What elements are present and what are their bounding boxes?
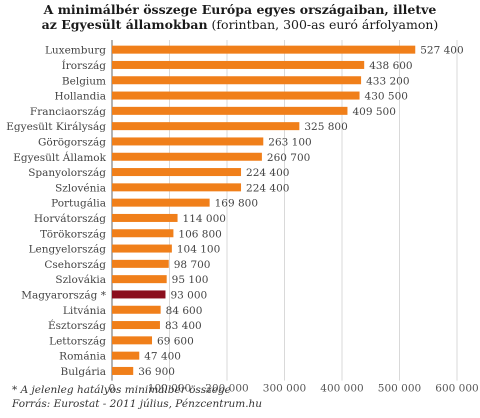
chart-title: A minimálbér összege Európa egyes ország… [0, 2, 480, 32]
title-line-2-normal: (forintban, 300-as euró árfolyamon) [207, 17, 439, 32]
value-label: 325 800 [304, 121, 347, 133]
value-label: 95 100 [172, 274, 209, 286]
title-line-2-bold: az Egyesült államokban [41, 17, 208, 32]
category-label: Bulgária [61, 366, 106, 378]
category-label: Csehország [44, 259, 106, 271]
category-label: Egyesült Államok [13, 150, 106, 164]
x-tick-label: 100 000 [148, 383, 191, 395]
bar [112, 229, 174, 238]
category-label: Lettország [49, 335, 106, 347]
bar [112, 336, 153, 345]
bar [112, 76, 362, 85]
value-label: 69 600 [157, 335, 194, 347]
x-tick-label: 0 [109, 383, 116, 395]
value-label: 438 600 [369, 60, 412, 72]
value-label: 93 000 [170, 289, 207, 301]
value-label: 104 100 [177, 244, 220, 256]
bar [112, 137, 264, 146]
bar [112, 198, 210, 207]
category-label: Horvátország [34, 213, 106, 225]
category-label: Románia [59, 351, 106, 363]
bar [112, 290, 166, 299]
x-tick-label: 300 000 [263, 383, 306, 395]
category-label: Portugália [51, 198, 106, 210]
bar [112, 366, 134, 375]
bar [112, 351, 140, 360]
value-label: 224 400 [246, 182, 289, 194]
x-tick-label: 500 000 [378, 383, 421, 395]
value-label: 83 400 [165, 320, 202, 332]
category-label: Egyesült Királyság [6, 121, 106, 133]
category-label: Magyarország * [21, 289, 107, 301]
value-label: 84 600 [166, 305, 203, 317]
category-label: Litvánia [63, 305, 106, 317]
title-line-1: A minimálbér összege Európa egyes ország… [43, 2, 437, 17]
footnote-note: * A jelenleg hatályos minimálbér összege [12, 384, 231, 396]
bar [112, 106, 348, 115]
bar [112, 91, 360, 100]
value-label: 260 700 [267, 152, 310, 164]
value-label: 430 500 [365, 91, 408, 103]
bar [112, 60, 365, 69]
category-label: Görögország [38, 136, 106, 148]
category-label: Szlovákia [55, 274, 106, 286]
value-label: 114 000 [183, 213, 226, 225]
value-label: 224 400 [246, 167, 289, 179]
bar [112, 122, 300, 131]
bar [112, 45, 416, 54]
value-label: 527 400 [420, 45, 463, 57]
bar [112, 183, 242, 192]
value-label: 433 200 [366, 75, 409, 87]
footnote-source: Forrás: Eurostat - 2011 július, Pénzcent… [12, 398, 263, 410]
value-label: 98 700 [174, 259, 211, 271]
x-tick-label: 200 000 [205, 383, 248, 395]
bar [112, 168, 242, 177]
value-label: 47 400 [144, 351, 181, 363]
category-label: Írország [62, 58, 107, 72]
value-label: 36 900 [138, 366, 175, 378]
category-label: Luxemburg [45, 45, 106, 57]
bar [112, 275, 167, 284]
category-label: Spanyolország [28, 167, 106, 179]
bar [112, 152, 262, 161]
category-label: Lengyelország [29, 244, 107, 256]
category-label: Szlovénia [55, 182, 106, 194]
value-label: 263 100 [268, 136, 311, 148]
value-label: 409 500 [352, 106, 395, 118]
title-line-2: az Egyesült államokban (forintban, 300-a… [0, 17, 480, 32]
category-label: Franciaország [30, 106, 106, 118]
category-label: Észtország [48, 318, 106, 332]
bar [112, 259, 169, 268]
value-label: 169 800 [215, 198, 258, 210]
bar [112, 321, 160, 330]
x-tick-label: 400 000 [320, 383, 363, 395]
x-tick-label: 600 000 [435, 383, 478, 395]
bar [112, 244, 172, 253]
bar [112, 305, 161, 314]
bar [112, 213, 178, 222]
category-label: Hollandia [54, 91, 106, 103]
category-label: Belgium [62, 75, 106, 87]
category-label: Törökország [40, 228, 106, 240]
value-label: 106 800 [178, 228, 221, 240]
